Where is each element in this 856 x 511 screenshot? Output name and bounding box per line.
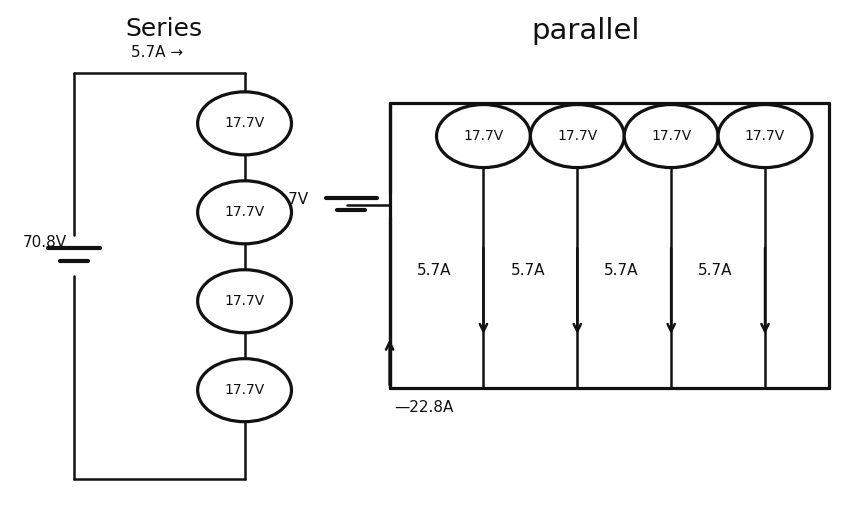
Text: 17.7V: 17.7V (557, 129, 597, 143)
Text: 5.7A →: 5.7A → (132, 45, 183, 60)
Text: Series: Series (125, 17, 202, 41)
Text: parallel: parallel (532, 17, 640, 44)
Text: 5.7A: 5.7A (510, 263, 545, 278)
Text: 17.7V: 17.7V (745, 129, 785, 143)
Ellipse shape (198, 270, 292, 333)
Text: 17.7V: 17.7V (265, 192, 308, 207)
Text: 17.7V: 17.7V (224, 294, 265, 308)
Text: 17.7V: 17.7V (651, 129, 692, 143)
Text: 5.7A: 5.7A (698, 263, 733, 278)
Ellipse shape (198, 359, 292, 422)
Ellipse shape (437, 105, 531, 168)
Ellipse shape (531, 105, 624, 168)
Text: 17.7V: 17.7V (224, 383, 265, 397)
Text: 17.7V: 17.7V (224, 205, 265, 219)
Text: 70.8V: 70.8V (23, 235, 67, 250)
Text: 17.7V: 17.7V (463, 129, 503, 143)
Text: 17.7V: 17.7V (224, 117, 265, 130)
Text: —22.8A: —22.8A (394, 400, 453, 415)
Ellipse shape (198, 181, 292, 244)
Ellipse shape (198, 92, 292, 155)
Ellipse shape (718, 105, 812, 168)
Text: 5.7A: 5.7A (604, 263, 639, 278)
Ellipse shape (624, 105, 718, 168)
Text: 5.7A: 5.7A (417, 263, 451, 278)
